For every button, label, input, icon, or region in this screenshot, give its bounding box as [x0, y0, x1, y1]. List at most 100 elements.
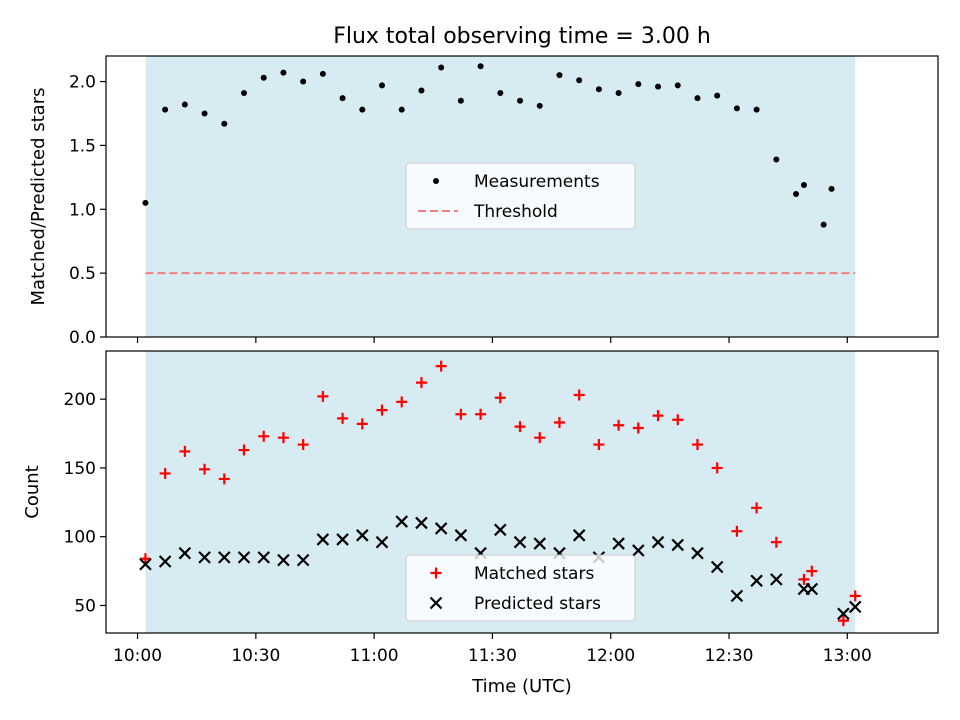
y-tick-label: 150: [64, 459, 96, 479]
measurement-point: [733, 105, 740, 112]
y-axis-ticks: 50 100 150 200: [64, 390, 106, 616]
predicted-star-point: [750, 574, 763, 588]
measurement-point: [714, 92, 721, 99]
matched-star-point: [731, 525, 743, 537]
predicted-star-point-stroke: [837, 607, 850, 621]
measurement-point: [379, 82, 386, 89]
legend-label: Matched stars: [474, 564, 594, 584]
legend-marker-swatch-stroke: [430, 567, 442, 579]
predicted-star-point: [434, 522, 448, 535]
measurement-point: [556, 72, 563, 79]
measurement-point: [655, 83, 662, 90]
matched-star-point-stroke: [396, 396, 408, 408]
predicted-star-point-stroke: [257, 551, 271, 564]
measurement-point: [635, 81, 642, 88]
predicted-star-point: [316, 533, 330, 546]
predicted-star-point-stroke: [691, 546, 704, 560]
matched-star-point: [534, 432, 546, 444]
matched-star-point-stroke: [238, 444, 250, 456]
x-tick-label: 13:00: [823, 646, 872, 666]
matched-star-point-stroke: [711, 462, 723, 474]
x-axis-ticks: [136, 337, 848, 343]
measurement-point: [142, 199, 149, 206]
matched-star-point: [238, 444, 250, 456]
predicted-star-point-stroke: [237, 551, 251, 564]
predicted-star-point: [296, 553, 310, 567]
matched-star-point-stroke: [751, 502, 763, 514]
measurement-point: [359, 106, 366, 113]
measurement-point: [753, 106, 760, 113]
y-tick-label: 0.0: [69, 328, 96, 348]
matched-star-point: [179, 445, 191, 457]
matched-star-point: [798, 573, 810, 585]
matched-star-point-stroke: [798, 573, 810, 585]
legend-marker-swatch: [430, 567, 442, 579]
predicted-star-point-stroke: [434, 522, 448, 535]
matched-star-point: [475, 408, 487, 420]
predicted-star-point-stroke: [296, 553, 310, 567]
measurement-point: [398, 106, 405, 113]
matched-star-point-stroke: [455, 408, 467, 420]
matched-star-point-stroke: [159, 467, 171, 479]
matched-star-point-stroke: [139, 553, 151, 565]
predicted-star-point: [454, 529, 468, 542]
predicted-star-point: [671, 538, 685, 552]
predicted-star-point: [848, 600, 862, 614]
predicted-star-point-stroke: [632, 544, 645, 557]
measurement-point: [162, 106, 169, 113]
legend-marker-swatch: [433, 178, 439, 184]
matched-star-point: [751, 502, 763, 514]
measurement-point: [793, 190, 800, 197]
predicted-star-point: [837, 607, 850, 621]
matched-star-point: [218, 473, 230, 485]
predicted-star-point-stroke: [533, 537, 547, 550]
matched-star-point: [376, 404, 388, 416]
x-tick-label: 12:30: [705, 646, 754, 666]
legend-box: [405, 162, 636, 230]
measurement-point: [221, 120, 228, 127]
measurement-point: [181, 101, 188, 108]
matched-star-point: [711, 462, 723, 474]
y-axis-ticks: 0.0 0.5 1.0 1.5 2.0: [69, 73, 106, 348]
predicted-star-point: [651, 535, 665, 549]
matched-star-point: [672, 414, 684, 426]
predicted-star-point: [375, 535, 389, 549]
x-tick-label: 11:00: [350, 646, 399, 666]
predicted-star-point-stroke: [277, 553, 290, 567]
predicted-star-point: [277, 553, 290, 567]
predicted-star-point-stroke: [139, 557, 152, 571]
measurement-point: [260, 74, 267, 81]
x-axis-ticks: 10:00 10:30 11:00 11:30 12:00 12:30 13:00: [113, 633, 872, 666]
predicted-star-point-stroke: [494, 523, 507, 537]
predicted-star-point: [533, 537, 547, 550]
bottom-panel: 50 100 150 200 10:00 10:30 11:00 11:30 12:00 12:…: [22, 350, 939, 666]
matched-star-point-stroke: [435, 360, 447, 372]
matched-star-point: [691, 439, 703, 451]
predicted-star-point: [356, 529, 369, 542]
matched-star-point-stroke: [534, 432, 546, 444]
predicted-star-point-stroke: [415, 516, 428, 530]
predicted-star-point: [805, 582, 819, 596]
matched-star-point-stroke: [632, 422, 644, 434]
measurement-point: [536, 102, 543, 109]
matched-star-point-stroke: [376, 404, 388, 416]
matched-star-point: [514, 421, 526, 433]
matched-star-point-stroke: [415, 377, 427, 389]
count-points: [139, 360, 862, 627]
predicted-star-point-stroke: [375, 535, 389, 549]
predicted-star-point: [494, 523, 507, 537]
matched-star-point: [573, 389, 585, 401]
bottom-y-axis-label: Count: [22, 465, 43, 518]
legend-marker-swatch-stroke: [429, 596, 443, 610]
predicted-star-point: [257, 551, 271, 564]
predicted-star-point-stroke: [612, 537, 625, 550]
matched-star-point: [553, 417, 565, 429]
matched-star-point-stroke: [652, 410, 664, 422]
matched-star-point: [806, 565, 818, 577]
predicted-star-point-stroke: [218, 551, 231, 564]
matched-star-point-stroke: [317, 390, 329, 402]
predicted-star-point-stroke: [572, 529, 586, 542]
predicted-star-point-stroke: [356, 529, 369, 542]
y-tick-label: 100: [64, 528, 96, 548]
measurement-point: [615, 90, 622, 97]
